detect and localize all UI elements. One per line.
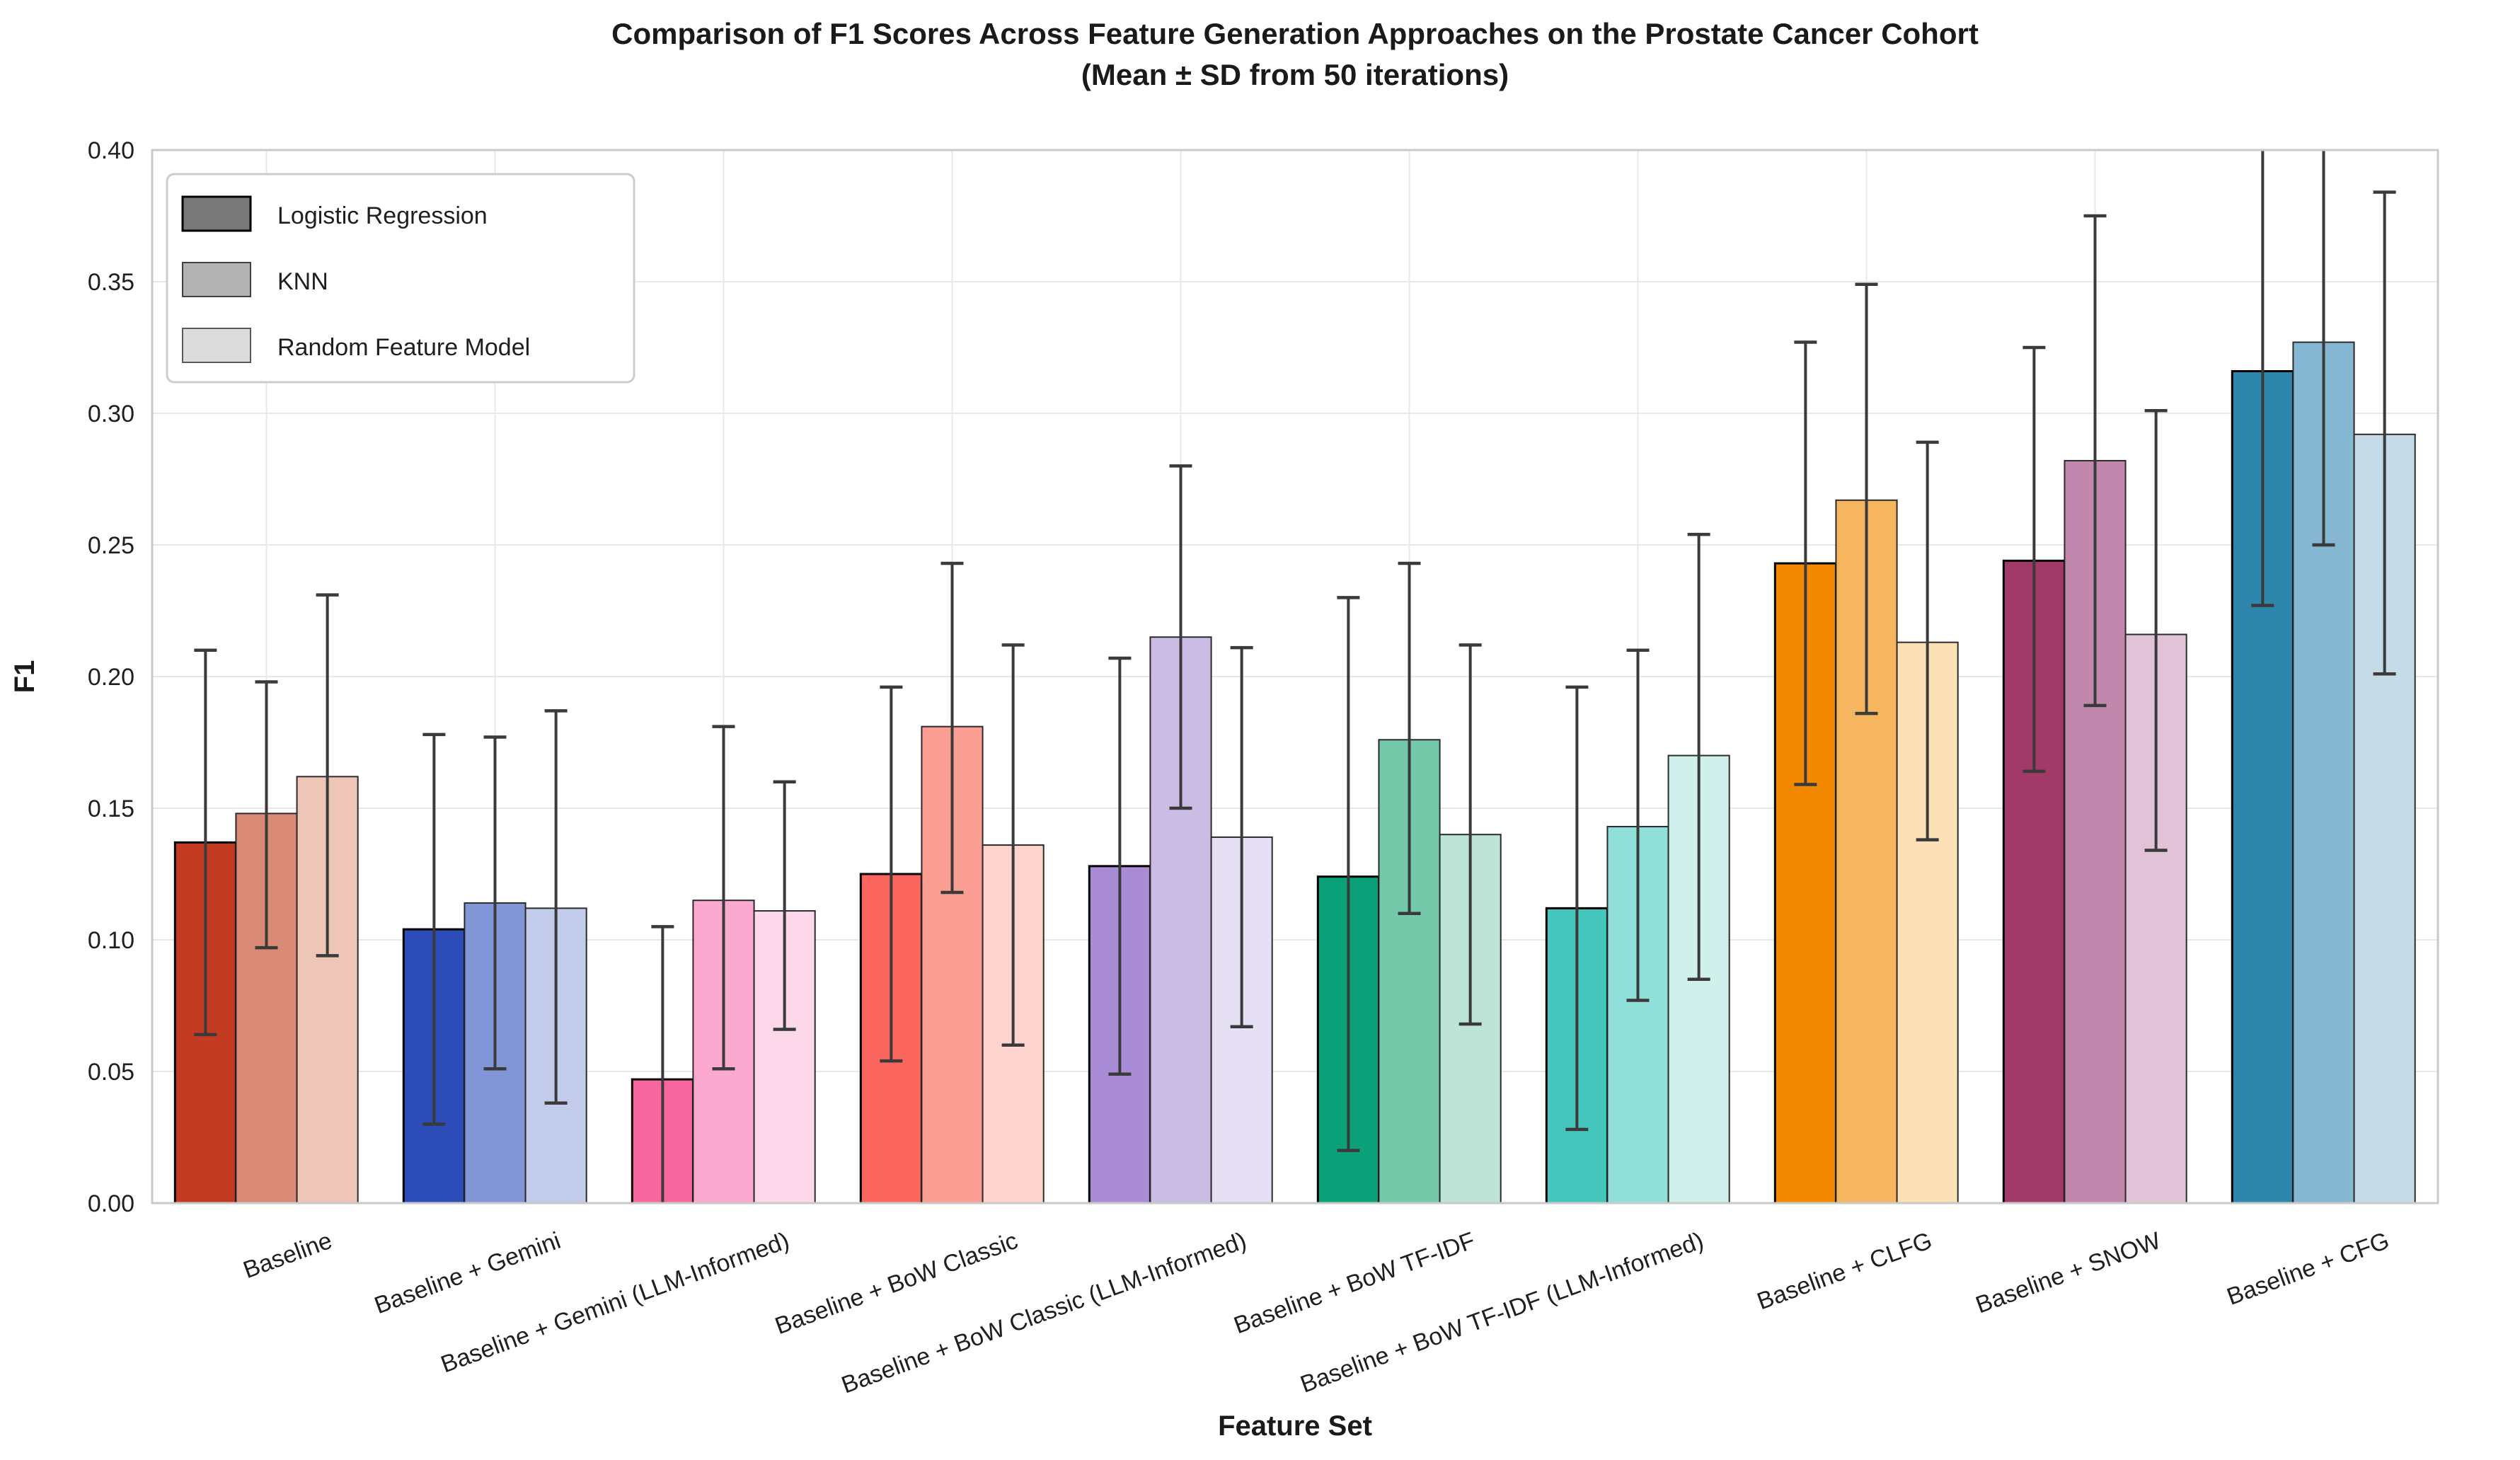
y-tick-label: 0.40 [88, 137, 134, 164]
legend-label: KNN [277, 268, 328, 295]
x-tick-label: Baseline + SNOW [1972, 1227, 2164, 1319]
x-tick-label: Baseline + CFG [2223, 1227, 2393, 1311]
y-tick-label: 0.15 [88, 795, 134, 822]
y-tick-label: 0.20 [88, 664, 134, 691]
legend-label: Logistic Regression [277, 202, 488, 229]
y-tick-labels: 0.00 0.05 0.10 0.15 0.20 0.25 0.30 0.35 0.40 [88, 137, 134, 1217]
legend-swatch [181, 195, 252, 232]
plot-frame [151, 149, 2439, 1205]
y-tick-label: 0.05 [88, 1059, 134, 1086]
y-tick-label: 0.00 [88, 1190, 134, 1217]
x-tick-label: Baseline + BoW Classic (LLM-Informed) [838, 1227, 1250, 1399]
x-tick-label: Baseline [240, 1227, 336, 1284]
chart-title-line1: Comparison of F1 Scores Across Feature G… [611, 17, 1979, 50]
error-bars [194, 150, 2396, 1203]
y-axis-title: F1 [9, 660, 40, 694]
x-tick-label: Baseline + Gemini [371, 1227, 564, 1319]
legend-box [166, 173, 635, 384]
legend-label: Random Feature Model [277, 334, 530, 361]
x-tick-label: Baseline + CLFG [1754, 1227, 1935, 1316]
y-tick-label: 0.10 [88, 927, 134, 954]
x-axis-title: Feature Set [1218, 1410, 1372, 1442]
legend-swatch [182, 262, 251, 297]
y-tick-label: 0.35 [88, 269, 134, 296]
y-tick-label: 0.25 [88, 532, 134, 559]
axes-frame [151, 149, 2439, 1205]
legend-swatch [182, 328, 251, 363]
bars [173, 341, 2416, 1205]
x-tick-label: Baseline + BoW TF-IDF (LLM-Informed) [1297, 1227, 1708, 1398]
legend: Logistic Regression KNN Random Feature Mod… [166, 173, 635, 384]
chart-title-line2: (Mean ± SD from 50 iterations) [1081, 58, 1509, 91]
y-tick-label: 0.30 [88, 401, 134, 427]
